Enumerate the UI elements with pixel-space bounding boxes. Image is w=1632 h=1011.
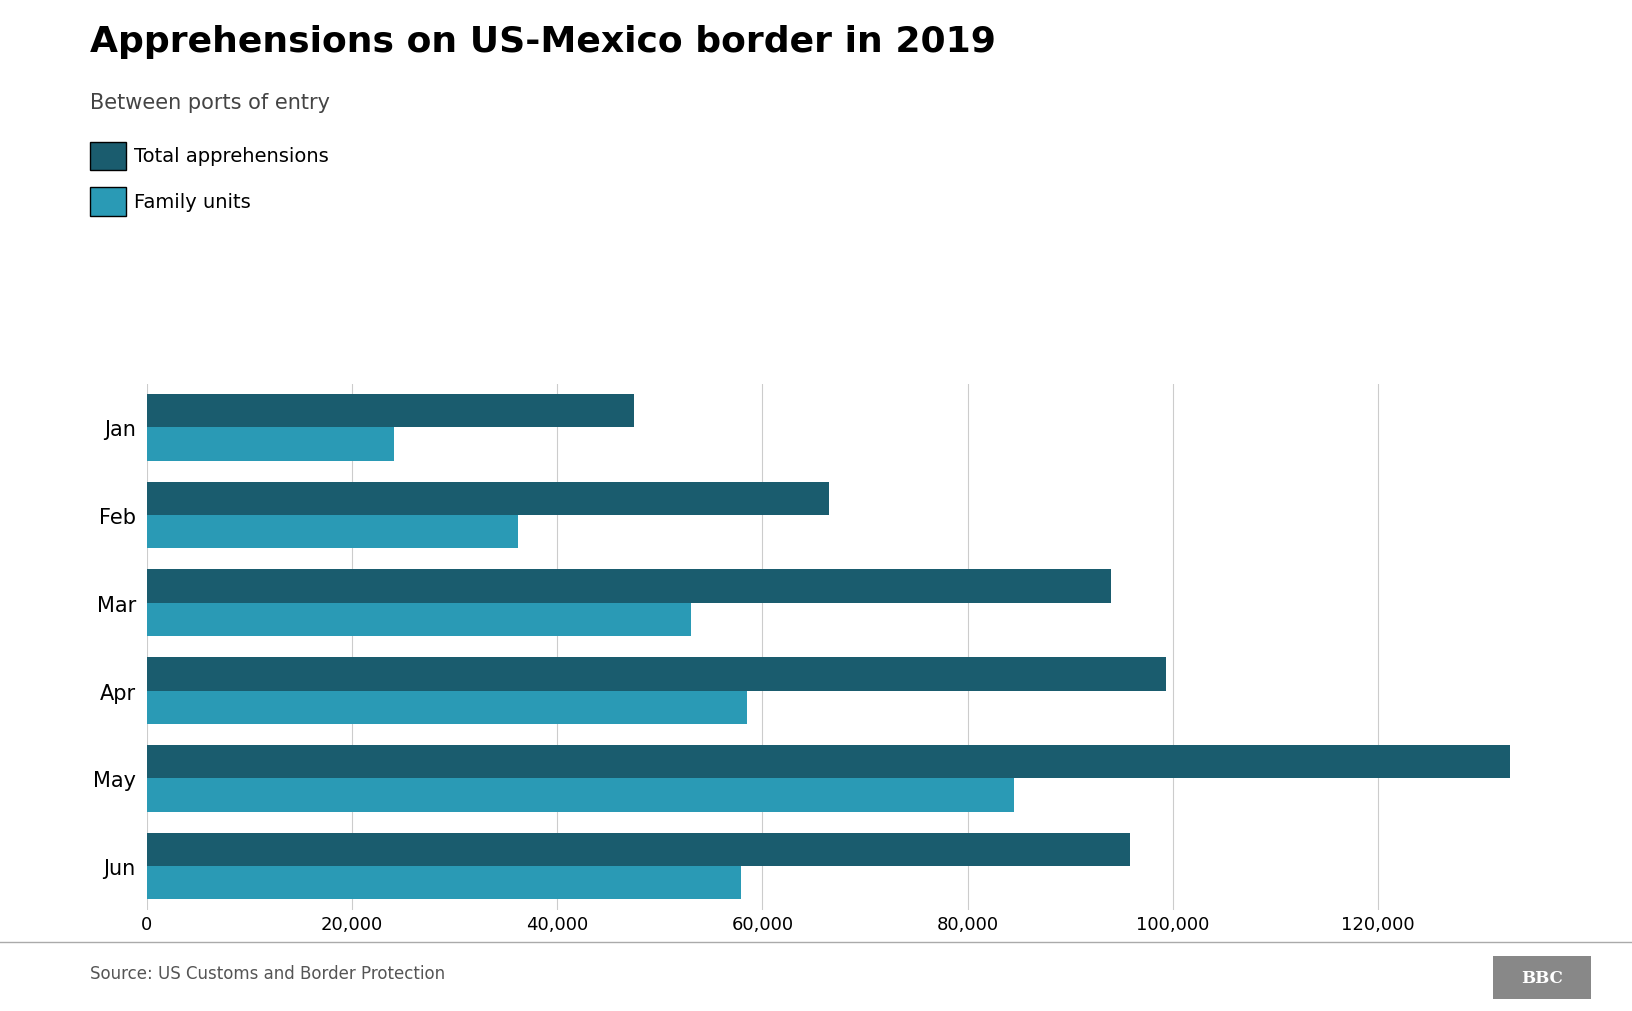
Text: Between ports of entry: Between ports of entry — [90, 93, 330, 113]
Bar — [147, 691, 747, 724]
Text: Total apprehensions: Total apprehensions — [134, 148, 328, 166]
Bar — [147, 428, 395, 461]
Bar — [147, 657, 1165, 691]
Bar — [147, 745, 1510, 778]
Text: BBC: BBC — [1521, 970, 1563, 986]
Bar — [147, 482, 829, 516]
Bar — [147, 570, 1111, 604]
Text: Apprehensions on US-Mexico border in 2019: Apprehensions on US-Mexico border in 201… — [90, 25, 996, 60]
Bar — [147, 394, 633, 428]
Bar — [147, 866, 741, 900]
Bar — [147, 516, 517, 549]
Text: Family units: Family units — [134, 193, 251, 211]
Text: Source: US Customs and Border Protection: Source: US Customs and Border Protection — [90, 963, 446, 982]
Bar — [147, 833, 1131, 866]
Bar — [147, 604, 692, 637]
Bar — [147, 778, 1013, 812]
